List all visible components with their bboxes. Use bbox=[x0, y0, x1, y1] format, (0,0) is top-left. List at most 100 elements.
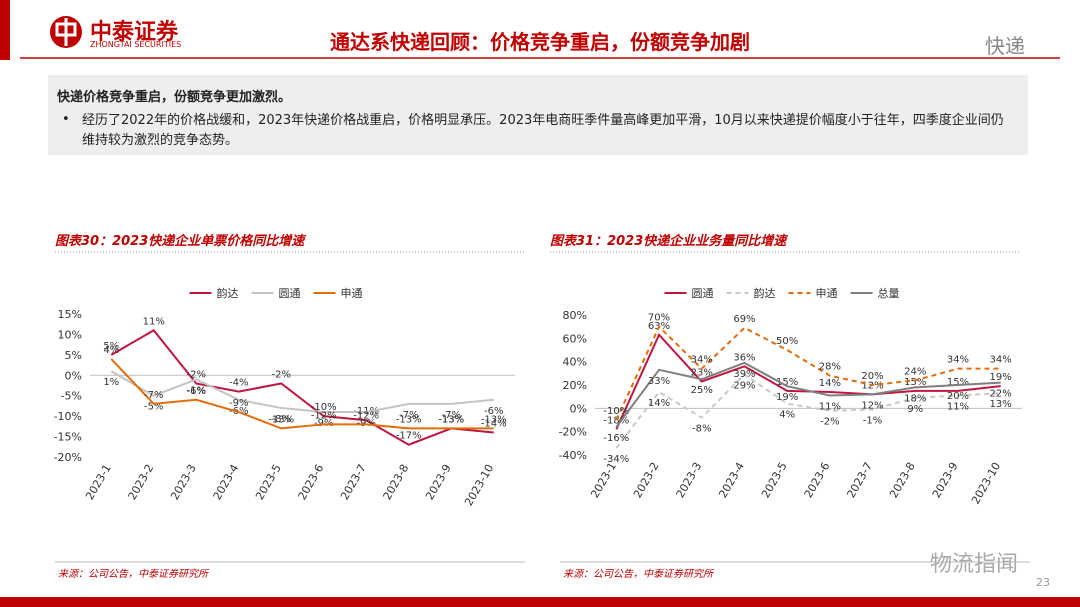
data-label: 22% bbox=[990, 389, 1012, 400]
watermark: 物流指闻 bbox=[930, 552, 1019, 577]
x-tick-label: 2023-9 bbox=[930, 460, 961, 500]
data-label: 12% bbox=[861, 400, 883, 411]
legend-label: 韵达 bbox=[217, 286, 239, 300]
data-label: -7% bbox=[144, 390, 163, 401]
series-line bbox=[110, 358, 494, 430]
x-tick-label: 2023-2 bbox=[126, 462, 157, 502]
data-label: -5% bbox=[144, 402, 163, 413]
data-label: -4% bbox=[229, 378, 248, 389]
x-tick-label: 2023-4 bbox=[211, 462, 242, 502]
data-label: -10% bbox=[311, 402, 337, 413]
x-tick-label: 2023-8 bbox=[381, 462, 412, 502]
data-label: -12% bbox=[311, 410, 337, 421]
logo-name: 中泰证券 bbox=[90, 20, 179, 45]
series-line bbox=[615, 333, 1001, 430]
series-line bbox=[615, 361, 1001, 428]
x-tick-label: 2023-3 bbox=[168, 462, 199, 502]
chart-title: 图表30：2023快递企业单票价格同比增速 bbox=[55, 233, 307, 249]
data-label: -1% bbox=[863, 416, 882, 427]
data-label: -13% bbox=[481, 414, 507, 425]
data-label: -13% bbox=[438, 414, 464, 425]
data-label: 9% bbox=[907, 404, 923, 415]
data-label: 28% bbox=[819, 362, 841, 373]
data-label: -2% bbox=[187, 369, 206, 380]
data-label: -9% bbox=[229, 398, 248, 409]
data-label: 14% bbox=[648, 398, 670, 409]
data-label: 50% bbox=[776, 336, 798, 347]
summary-bullet: 经历了2022年的价格战缓和，2023年快递价格战重启，价格明显承压。2023年… bbox=[82, 113, 1004, 148]
x-tick-label: 2023-9 bbox=[423, 462, 454, 502]
data-label: 15% bbox=[776, 377, 798, 388]
y-tick-label: 10% bbox=[58, 328, 82, 341]
data-label: -10% bbox=[603, 406, 629, 417]
y-tick-label: 20% bbox=[563, 379, 587, 392]
data-label: -6% bbox=[484, 406, 503, 417]
series-line bbox=[615, 373, 1001, 449]
y-tick-label: -40% bbox=[559, 449, 587, 462]
data-label: -7% bbox=[442, 410, 461, 421]
bullet-dot: • bbox=[62, 112, 70, 127]
data-label: 34% bbox=[691, 355, 713, 366]
data-label: -18% bbox=[603, 415, 629, 426]
data-label: 19% bbox=[990, 372, 1012, 383]
x-tick-label: 2023-4 bbox=[716, 460, 747, 500]
x-tick-label: 2023-1 bbox=[588, 460, 619, 500]
data-label: 18% bbox=[904, 393, 926, 404]
source: 来源：公司公告，中泰证券研究所 bbox=[58, 569, 208, 580]
data-label: 39% bbox=[733, 369, 755, 380]
x-tick-label: 2023-7 bbox=[338, 462, 369, 502]
x-tick-label: 2023-1 bbox=[83, 462, 114, 502]
left-accent bbox=[0, 0, 10, 60]
y-tick-label: 15% bbox=[58, 308, 82, 321]
x-tick-label: 2023-8 bbox=[887, 460, 918, 500]
data-label: 33% bbox=[648, 376, 670, 387]
data-label: 36% bbox=[733, 352, 755, 363]
data-label: 34% bbox=[990, 355, 1012, 366]
legend-label: 圆通 bbox=[279, 287, 301, 300]
chart-title: 图表31：2023快递企业业务量同比增速 bbox=[550, 233, 789, 249]
data-label: 5% bbox=[103, 341, 119, 352]
data-label: -2% bbox=[272, 369, 291, 380]
slide-title: 通达系快递回顾：价格竞争重启，份额竞争加剧 bbox=[330, 30, 750, 54]
summary-box bbox=[48, 75, 1028, 155]
data-label: -7% bbox=[399, 410, 418, 421]
data-label: -6% bbox=[187, 386, 206, 397]
y-tick-label: -20% bbox=[559, 426, 587, 439]
data-label: -13% bbox=[438, 414, 464, 425]
data-label: 13% bbox=[990, 399, 1012, 410]
data-label: 4% bbox=[103, 345, 119, 356]
data-label: 15% bbox=[904, 377, 926, 388]
y-tick-label: -5% bbox=[61, 390, 82, 403]
x-tick-label: 2023-5 bbox=[759, 460, 790, 500]
summary-heading: 快递价格竞争重启，份额竞争更加激烈。 bbox=[57, 90, 292, 105]
data-label: -13% bbox=[268, 414, 294, 425]
data-label: 29% bbox=[733, 381, 755, 392]
series-line bbox=[110, 329, 494, 446]
data-label: -14% bbox=[481, 418, 507, 429]
legend-label: 圆通 bbox=[692, 287, 714, 300]
data-label: 15% bbox=[947, 377, 969, 388]
data-label: 14% bbox=[819, 378, 841, 389]
legend-label: 总量 bbox=[878, 286, 900, 300]
y-tick-label: 60% bbox=[563, 332, 587, 345]
data-label: 20% bbox=[861, 371, 883, 382]
y-tick-label: 5% bbox=[65, 349, 82, 362]
data-label: 19% bbox=[776, 392, 798, 403]
x-tick-label: 2023-7 bbox=[844, 460, 875, 500]
y-tick-label: -15% bbox=[54, 431, 82, 444]
data-label: 11% bbox=[819, 402, 841, 413]
data-label: -8% bbox=[692, 424, 711, 435]
legend-label: 申通 bbox=[341, 287, 363, 300]
data-label: 34% bbox=[947, 355, 969, 366]
data-label: 25% bbox=[691, 385, 713, 396]
page-number: 23 bbox=[1036, 576, 1050, 589]
x-tick-label: 2023-6 bbox=[296, 462, 327, 502]
data-label: -12% bbox=[353, 410, 379, 421]
data-label: -8% bbox=[272, 414, 291, 425]
legend-label: 申通 bbox=[816, 287, 838, 300]
series-line bbox=[110, 370, 494, 414]
x-tick-label: 2023-2 bbox=[631, 460, 662, 500]
source: 来源：公司公告，中泰证券研究所 bbox=[563, 569, 713, 580]
section-name: 快递 bbox=[985, 34, 1025, 58]
data-label: 69% bbox=[733, 314, 755, 325]
